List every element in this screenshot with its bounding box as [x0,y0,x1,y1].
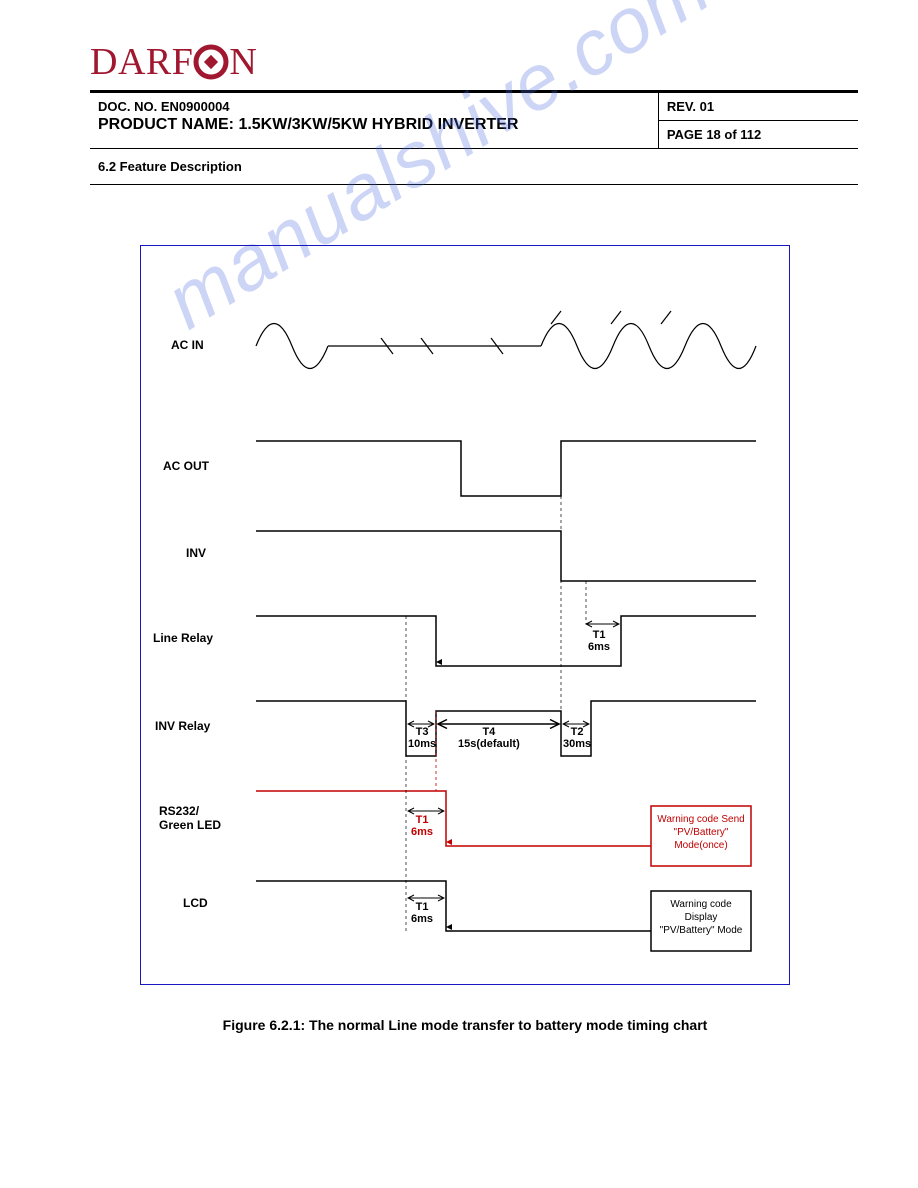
warning-2: Warning code Display "PV/Battery" Mode [656,898,746,937]
timing-t3: T3 10ms [408,726,436,750]
timing-t4: T4 15s(default) [458,726,520,750]
doc-no-label: DOC. NO. [98,99,157,114]
label-line-relay: Line Relay [153,631,213,645]
label-ac-out: AC OUT [163,459,209,473]
product-name: PRODUCT NAME: 1.5KW/3KW/5KW HYBRID INVER… [90,116,658,144]
darfon-logo: DARFN [90,40,858,84]
page-label: PAGE [667,127,703,142]
timing-t2: T2 30ms [563,726,591,750]
header-table: DOC. NO. EN0900004 PRODUCT NAME: 1.5KW/3… [90,90,858,149]
label-rs232: RS232/ Green LED [159,804,221,832]
rev-value: 01 [700,99,714,114]
label-inv-relay: INV Relay [155,719,210,733]
timing-diagram-frame: AC IN AC OUT INV Line Relay INV Relay RS… [140,245,790,985]
figure-caption: Figure 6.2.1: The normal Line mode trans… [140,1017,790,1033]
timing-t1-red: T1 6ms [411,814,433,838]
label-ac-in: AC IN [171,338,204,352]
section-title: 6.2 Feature Description [90,149,858,185]
rev-label: REV. [667,99,696,114]
label-inv: INV [186,546,206,560]
timing-t1-linerelay: T1 6ms [588,629,610,653]
timing-diagram-svg [141,246,791,986]
doc-no: EN0900004 [161,99,230,114]
warning-1: Warning code Send "PV/Battery" Mode(once… [656,813,746,852]
label-lcd: LCD [183,896,208,910]
timing-t1-lcd: T1 6ms [411,901,433,925]
page-value: 18 of 112 [706,127,761,142]
